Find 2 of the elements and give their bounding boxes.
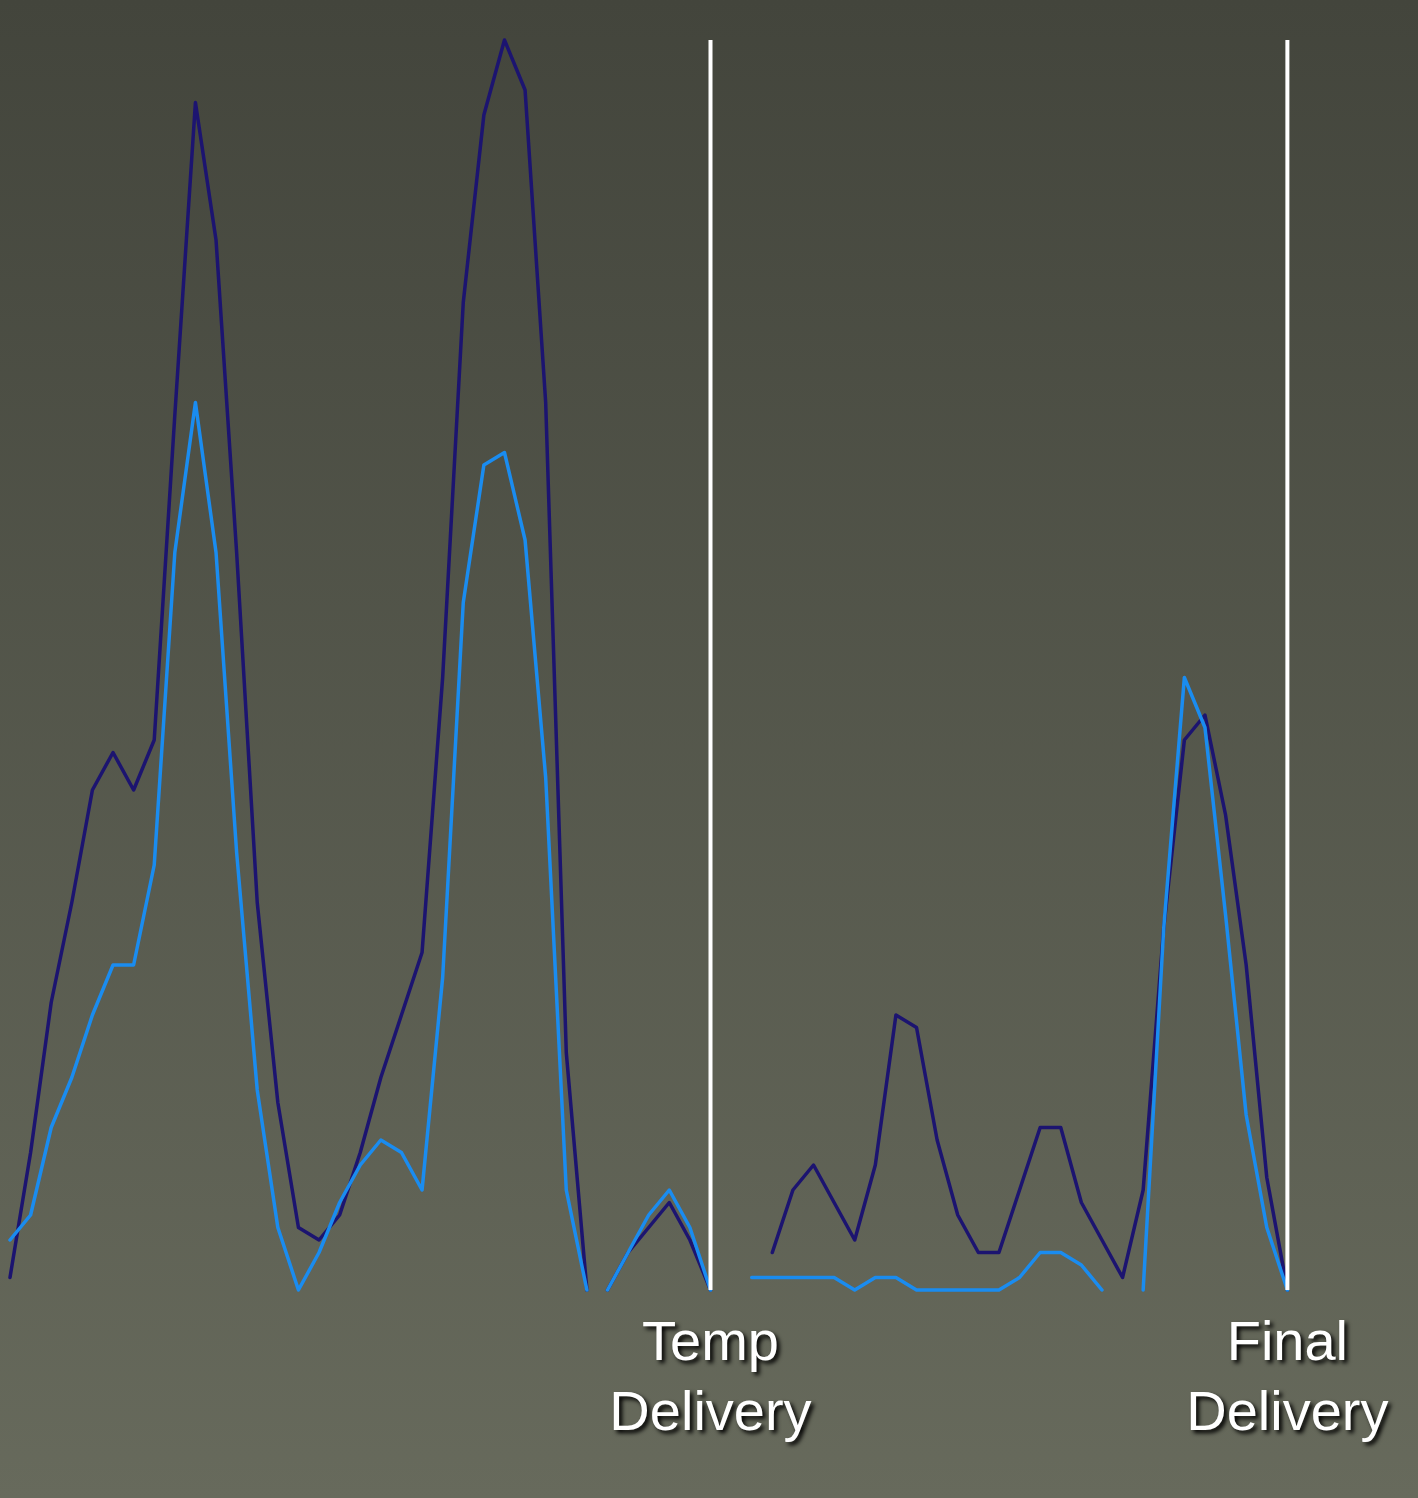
x-tick-label: Final Delivery (1186, 1309, 1389, 1442)
x-tick-label: Temp Delivery (609, 1309, 812, 1442)
